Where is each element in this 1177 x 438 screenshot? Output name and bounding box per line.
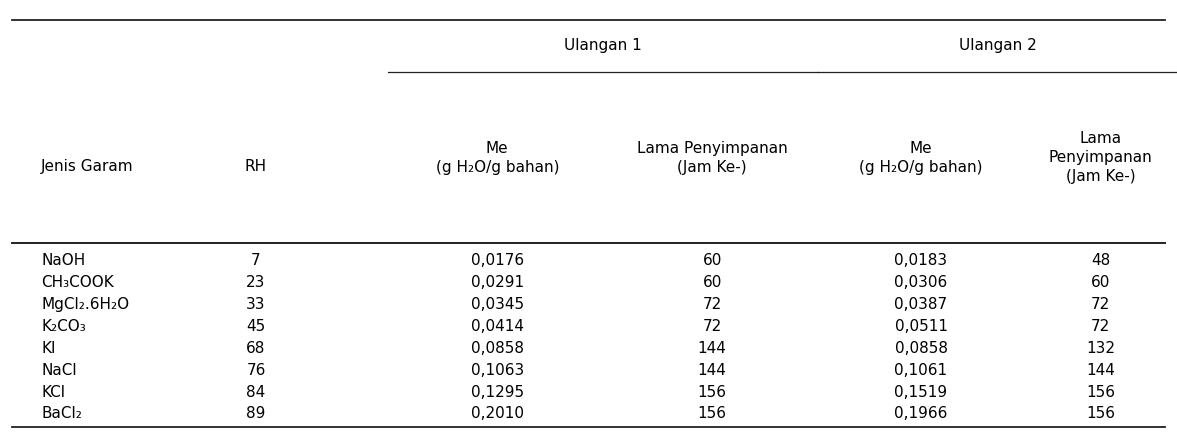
Text: 0,0291: 0,0291 xyxy=(471,275,524,290)
Text: 0,1063: 0,1063 xyxy=(471,363,524,378)
Text: Me
(g H₂O/g bahan): Me (g H₂O/g bahan) xyxy=(859,141,983,175)
Text: 0,0414: 0,0414 xyxy=(471,319,524,334)
Text: Ulangan 2: Ulangan 2 xyxy=(958,39,1037,53)
Text: 0,0183: 0,0183 xyxy=(895,253,947,268)
Text: 0,0306: 0,0306 xyxy=(895,275,947,290)
Text: 156: 156 xyxy=(1086,385,1115,399)
Text: 45: 45 xyxy=(246,319,266,334)
Text: 89: 89 xyxy=(246,406,266,421)
Text: 68: 68 xyxy=(246,341,266,356)
Text: 144: 144 xyxy=(698,341,726,356)
Text: RH: RH xyxy=(245,159,267,174)
Text: K₂CO₃: K₂CO₃ xyxy=(41,319,86,334)
Text: MgCl₂.6H₂O: MgCl₂.6H₂O xyxy=(41,297,129,312)
Text: 72: 72 xyxy=(1091,319,1110,334)
Text: 76: 76 xyxy=(246,363,266,378)
Text: KCl: KCl xyxy=(41,385,65,399)
Text: 0,0176: 0,0176 xyxy=(471,253,524,268)
Text: 0,0387: 0,0387 xyxy=(895,297,947,312)
Text: 72: 72 xyxy=(703,319,722,334)
Text: 144: 144 xyxy=(1086,363,1115,378)
Text: 60: 60 xyxy=(703,275,722,290)
Text: 0,0858: 0,0858 xyxy=(471,341,524,356)
Text: 72: 72 xyxy=(1091,297,1110,312)
Text: BaCl₂: BaCl₂ xyxy=(41,406,82,421)
Text: Me
(g H₂O/g bahan): Me (g H₂O/g bahan) xyxy=(435,141,559,175)
Text: 0,1295: 0,1295 xyxy=(471,385,524,399)
Text: 0,0511: 0,0511 xyxy=(895,319,947,334)
Text: 48: 48 xyxy=(1091,253,1110,268)
Text: 132: 132 xyxy=(1086,341,1115,356)
Text: KI: KI xyxy=(41,341,55,356)
Text: 144: 144 xyxy=(698,363,726,378)
Text: 156: 156 xyxy=(1086,406,1115,421)
Text: 0,1519: 0,1519 xyxy=(895,385,947,399)
Text: 60: 60 xyxy=(703,253,722,268)
Text: Ulangan 1: Ulangan 1 xyxy=(564,39,643,53)
Text: Lama
Penyimpanan
(Jam Ke-): Lama Penyimpanan (Jam Ke-) xyxy=(1049,131,1152,184)
Text: 33: 33 xyxy=(246,297,266,312)
Text: 7: 7 xyxy=(251,253,261,268)
Text: 84: 84 xyxy=(246,385,266,399)
Text: NaCl: NaCl xyxy=(41,363,77,378)
Text: 156: 156 xyxy=(698,385,726,399)
Text: 0,1966: 0,1966 xyxy=(895,406,947,421)
Text: 0,0345: 0,0345 xyxy=(471,297,524,312)
Text: NaOH: NaOH xyxy=(41,253,86,268)
Text: CH₃COOK: CH₃COOK xyxy=(41,275,114,290)
Text: 23: 23 xyxy=(246,275,266,290)
Text: 0,1061: 0,1061 xyxy=(895,363,947,378)
Text: Jenis Garam: Jenis Garam xyxy=(41,159,134,174)
Text: 156: 156 xyxy=(698,406,726,421)
Text: 0,2010: 0,2010 xyxy=(471,406,524,421)
Text: Lama Penyimpanan
(Jam Ke-): Lama Penyimpanan (Jam Ke-) xyxy=(637,141,787,175)
Text: 60: 60 xyxy=(1091,275,1110,290)
Text: 72: 72 xyxy=(703,297,722,312)
Text: 0,0858: 0,0858 xyxy=(895,341,947,356)
